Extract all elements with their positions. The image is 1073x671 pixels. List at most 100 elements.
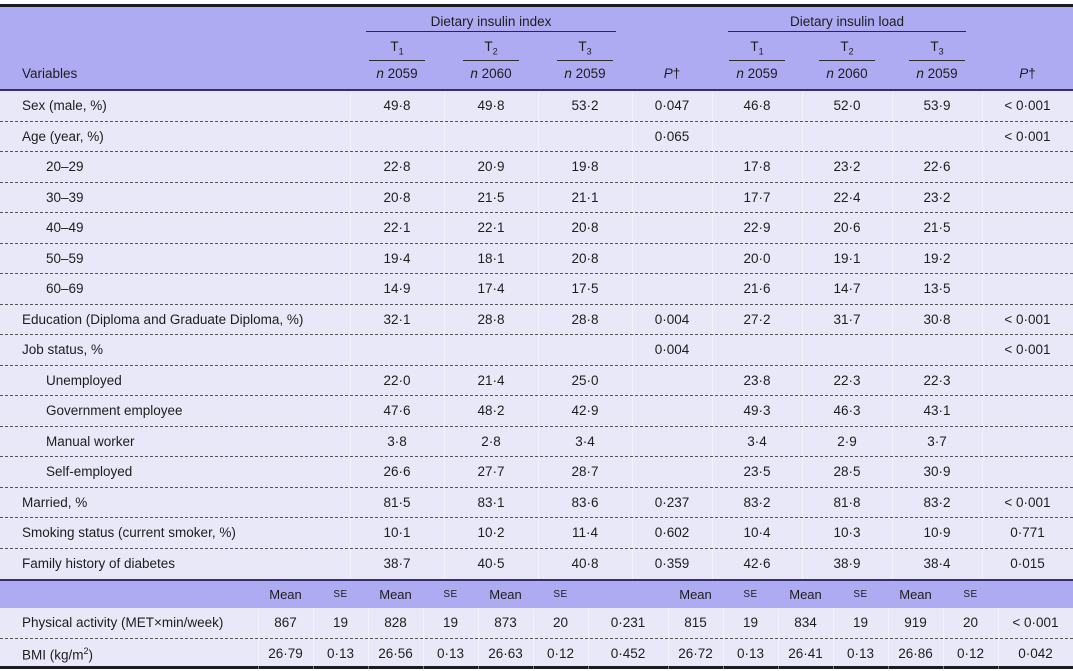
table-row: Smoking status (current smoker, %) 10·1 10… xyxy=(0,518,1073,549)
cell-value: 49·8 xyxy=(350,91,444,121)
row-label: Sex (male, %) xyxy=(22,98,107,114)
table-header: Dietary insulin index Dietary insulin lo… xyxy=(0,7,1073,91)
tertile-header-load-t3: T3 xyxy=(892,34,982,61)
cell-value: 53·2 xyxy=(538,91,632,121)
cell-value xyxy=(632,183,712,213)
cell-value xyxy=(632,427,712,457)
se-column-header: SE xyxy=(963,589,978,600)
cell-value: 0·015 xyxy=(982,549,1073,580)
row-label: 60–69 xyxy=(46,281,84,297)
cell-value: 42·6 xyxy=(712,549,802,580)
cell-value: 83·2 xyxy=(892,488,982,518)
mean-column-header: Mean xyxy=(379,587,412,602)
cell-value xyxy=(802,335,892,365)
row-label: Family history of diabetes xyxy=(22,556,176,572)
cell-value xyxy=(538,335,632,365)
cell-value: 38·4 xyxy=(892,549,982,580)
cell-value: 0·065 xyxy=(632,122,712,152)
cell-value xyxy=(892,335,982,365)
cell-value: 0·13 xyxy=(313,639,368,670)
row-label: Education (Diploma and Graduate Diploma,… xyxy=(22,311,304,327)
cell-value: 38·9 xyxy=(802,549,892,580)
cell-value: 22·0 xyxy=(350,366,444,396)
table-row: Unemployed 22·0 21·4 25·0 23·8 22·3 22·3 xyxy=(0,366,1073,396)
cell-value: 0·231 xyxy=(588,608,668,638)
row-label: 50–59 xyxy=(46,250,84,266)
tertile-header-load-t2: T2 xyxy=(802,34,892,61)
cell-value: 23·2 xyxy=(892,183,982,213)
cell-value: 867 xyxy=(258,608,313,638)
cell-value: 26·41 xyxy=(778,639,833,670)
cell-value xyxy=(802,122,892,152)
cell-value: 919 xyxy=(888,608,943,638)
row-label: 40–49 xyxy=(46,220,84,236)
row-label: Manual worker xyxy=(46,433,135,449)
cell-value: 17·8 xyxy=(712,152,802,182)
cell-value: 0·12 xyxy=(943,639,998,670)
n-header-index-t3: n 2059 xyxy=(564,66,606,81)
cell-value: 23·8 xyxy=(712,366,802,396)
cell-value: 873 xyxy=(478,608,533,638)
cell-value: 28·8 xyxy=(444,305,538,335)
cell-value: 43·1 xyxy=(892,396,982,426)
row-label: 20–29 xyxy=(46,159,84,175)
n-header-load-t1: n 2059 xyxy=(736,66,778,81)
tertile-header-index-t2: T2 xyxy=(444,34,538,61)
cell-value: 17·5 xyxy=(538,274,632,304)
n-header-load-t3: n 2059 xyxy=(916,66,958,81)
cell-value xyxy=(632,366,712,396)
cell-value xyxy=(982,396,1073,426)
cell-value: < 0·001 xyxy=(982,122,1073,152)
cell-value: 3·4 xyxy=(712,427,802,457)
cell-value: 0·047 xyxy=(632,91,712,121)
cell-value: 21·5 xyxy=(444,183,538,213)
cell-value xyxy=(444,122,538,152)
cell-value: 23·2 xyxy=(802,152,892,182)
cell-value: 30·8 xyxy=(892,305,982,335)
cell-value: 19·2 xyxy=(892,244,982,274)
se-column-header: SE xyxy=(443,589,458,600)
table-row: Education (Diploma and Graduate Diploma,… xyxy=(0,305,1073,335)
row-label: Physical activity (MET×min/week) xyxy=(22,615,224,631)
row-label: BMI (kg/m2) xyxy=(22,645,94,663)
cell-value: 28·5 xyxy=(802,457,892,487)
tertile-header-index-t1: T1 xyxy=(350,34,444,61)
cell-value: 22·4 xyxy=(802,183,892,213)
cell-value: 81·5 xyxy=(350,488,444,518)
cell-value: 828 xyxy=(368,608,423,638)
table-row: Family history of diabetes 38·7 40·5 40·8 0·… xyxy=(0,549,1073,580)
tertile-header-load-t1: T1 xyxy=(712,34,802,61)
cell-value: 22·1 xyxy=(350,213,444,243)
cell-value: 26·72 xyxy=(668,639,723,670)
cell-value: 14·7 xyxy=(802,274,892,304)
table-row: 20–29 22·8 20·9 19·8 17·8 23·2 22·6 xyxy=(0,152,1073,183)
cell-value: 18·1 xyxy=(444,244,538,274)
cell-value: 0·237 xyxy=(632,488,712,518)
cell-value: 49·3 xyxy=(712,396,802,426)
table-body: Sex (male, %) 49·8 49·8 53·2 0·047 46·8 52·0 53… xyxy=(0,91,1073,579)
cell-value: 52·0 xyxy=(802,91,892,121)
cell-value: 10·2 xyxy=(444,518,538,548)
cell-value: < 0·001 xyxy=(982,305,1073,335)
cell-value: 3·7 xyxy=(892,427,982,457)
cell-value: 25·0 xyxy=(538,366,632,396)
cell-value: 19 xyxy=(423,608,478,638)
p-column-header-index: P† xyxy=(663,66,681,81)
cell-value: 40·5 xyxy=(444,549,538,580)
cell-value: 20 xyxy=(533,608,588,638)
row-label: Government employee xyxy=(46,403,183,419)
cell-value: 21·1 xyxy=(538,183,632,213)
cell-value: < 0·001 xyxy=(998,608,1073,638)
group-header-dietary-insulin-load: Dietary insulin load xyxy=(728,7,966,32)
cell-value: 48·2 xyxy=(444,396,538,426)
n-header-load-t2: n 2060 xyxy=(826,66,868,81)
cell-value xyxy=(982,274,1073,304)
cell-value xyxy=(982,427,1073,457)
cell-value: 3·4 xyxy=(538,427,632,457)
cell-value xyxy=(712,335,802,365)
table-row: 50–59 19·4 18·1 20·8 20·0 19·1 19·2 xyxy=(0,244,1073,274)
cell-value: 815 xyxy=(668,608,723,638)
table-row: 40–49 22·1 22·1 20·8 22·9 20·6 21·5 xyxy=(0,213,1073,244)
cell-value xyxy=(632,274,712,304)
cell-value: 19 xyxy=(723,608,778,638)
